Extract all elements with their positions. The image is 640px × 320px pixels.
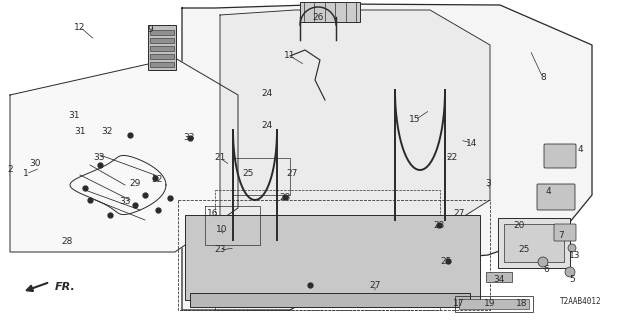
Text: 22: 22: [446, 154, 458, 163]
Text: 12: 12: [74, 22, 86, 31]
Text: 20: 20: [513, 220, 525, 229]
FancyBboxPatch shape: [150, 62, 174, 67]
FancyBboxPatch shape: [544, 144, 576, 168]
Circle shape: [568, 244, 576, 252]
Text: 8: 8: [540, 74, 546, 83]
Text: 14: 14: [467, 139, 477, 148]
Text: 4: 4: [577, 145, 583, 154]
Text: 27: 27: [453, 209, 465, 218]
Text: 32: 32: [151, 174, 163, 183]
FancyBboxPatch shape: [150, 46, 174, 51]
FancyBboxPatch shape: [300, 2, 360, 22]
Text: 33: 33: [119, 197, 131, 206]
Circle shape: [538, 257, 548, 267]
Text: 13: 13: [569, 251, 580, 260]
FancyBboxPatch shape: [459, 299, 529, 309]
Text: 15: 15: [409, 116, 420, 124]
Text: 23: 23: [433, 220, 445, 229]
Text: 24: 24: [261, 90, 273, 99]
Text: 10: 10: [216, 225, 228, 234]
Text: 1: 1: [23, 170, 29, 179]
FancyBboxPatch shape: [498, 218, 570, 268]
Text: 16: 16: [207, 209, 219, 218]
Text: 33: 33: [183, 133, 195, 142]
Text: 19: 19: [484, 300, 496, 308]
Text: 33: 33: [93, 154, 105, 163]
Text: 30: 30: [29, 158, 41, 167]
Text: T2AAB4012: T2AAB4012: [559, 297, 601, 306]
Text: 24: 24: [261, 122, 273, 131]
Text: 26: 26: [312, 12, 324, 21]
FancyBboxPatch shape: [486, 272, 512, 282]
Text: 7: 7: [558, 230, 564, 239]
Polygon shape: [182, 4, 592, 310]
FancyBboxPatch shape: [554, 224, 576, 241]
Text: 27: 27: [286, 170, 298, 179]
Text: 25: 25: [518, 245, 530, 254]
Text: 25: 25: [243, 170, 253, 179]
Text: 23: 23: [214, 245, 226, 254]
Text: 6: 6: [543, 266, 549, 275]
Text: 2: 2: [7, 165, 13, 174]
Text: 31: 31: [68, 111, 80, 121]
Text: 18: 18: [516, 300, 528, 308]
Text: 21: 21: [214, 154, 226, 163]
FancyBboxPatch shape: [150, 54, 174, 59]
Text: 5: 5: [569, 276, 575, 284]
Text: 31: 31: [74, 127, 86, 137]
FancyBboxPatch shape: [185, 215, 480, 300]
Text: 25: 25: [440, 257, 452, 266]
Text: 3: 3: [485, 179, 491, 188]
Text: 34: 34: [493, 275, 505, 284]
Text: FR.: FR.: [55, 282, 76, 292]
Text: 32: 32: [101, 127, 113, 137]
FancyBboxPatch shape: [537, 184, 575, 210]
Text: 9: 9: [147, 26, 153, 35]
Text: 28: 28: [61, 236, 73, 245]
FancyBboxPatch shape: [150, 30, 174, 35]
FancyBboxPatch shape: [150, 38, 174, 43]
Text: 29: 29: [129, 179, 141, 188]
Circle shape: [565, 267, 575, 277]
Text: 11: 11: [284, 52, 296, 60]
FancyBboxPatch shape: [190, 293, 470, 307]
Text: 17: 17: [453, 300, 465, 308]
Polygon shape: [10, 58, 238, 252]
Text: 4: 4: [545, 187, 551, 196]
Text: 27: 27: [369, 281, 381, 290]
Text: 23: 23: [279, 193, 291, 202]
Polygon shape: [220, 10, 490, 240]
FancyBboxPatch shape: [148, 25, 176, 70]
FancyBboxPatch shape: [504, 224, 564, 262]
